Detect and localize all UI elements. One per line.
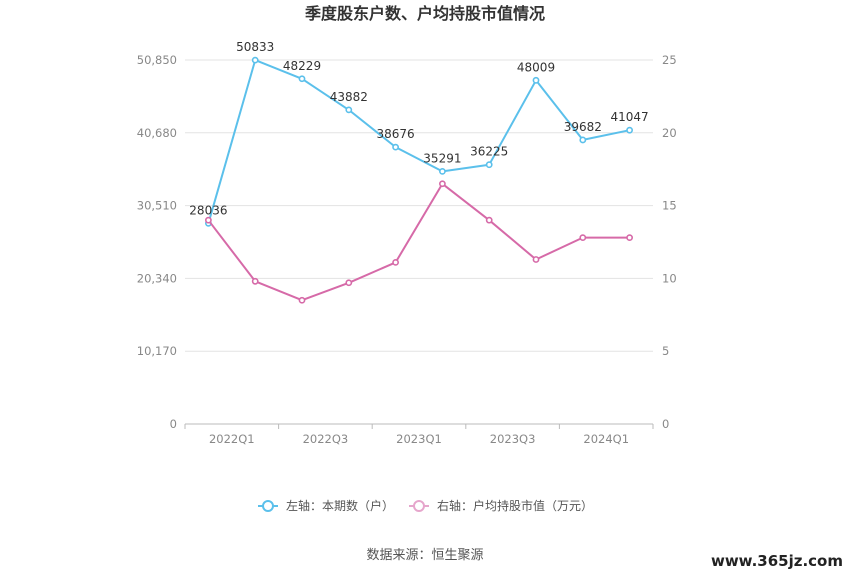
- data-point: [251, 56, 259, 64]
- data-point: [392, 143, 399, 151]
- left-tick-label: 0: [170, 417, 177, 431]
- watermark: www.365jz.com: [711, 552, 843, 570]
- x-axis: 2022Q1 2022Q3 2023Q1 2023Q3 2024Q1: [184, 423, 654, 446]
- source-note: 数据来源：恒生聚源: [366, 548, 483, 563]
- data-label: 48009: [517, 60, 555, 74]
- legend-label: 右轴：户均持股市值（万元）: [437, 498, 593, 513]
- series-line-1: [207, 182, 630, 302]
- left-tick-label: 20,340: [137, 271, 177, 285]
- x-tick-label: 2023Q1: [396, 432, 442, 446]
- x-tick-label: 2024Q1: [583, 432, 629, 446]
- legend-marker: [262, 500, 274, 512]
- data-point: [298, 296, 306, 304]
- legend-label: 左轴：本期数（户）: [286, 498, 394, 513]
- right-axis: 0 5 10 15 20 25: [662, 53, 677, 431]
- data-point: [345, 279, 353, 287]
- left-tick-label: 10,170: [137, 344, 177, 358]
- data-point: [579, 234, 587, 242]
- data-point: [532, 76, 540, 84]
- data-point: [626, 234, 633, 242]
- data-point: [392, 258, 399, 266]
- data-label: 43882: [330, 90, 368, 104]
- data-point: [485, 216, 493, 224]
- data-point: [485, 161, 493, 169]
- left-tick-label: 50,850: [137, 53, 177, 67]
- data-label: 50833: [236, 40, 274, 54]
- data-label: 28036: [189, 203, 227, 217]
- x-tick-label: 2023Q3: [490, 432, 536, 446]
- data-label: 38676: [377, 127, 415, 141]
- data-point: [438, 167, 446, 175]
- grid: [185, 59, 653, 352]
- x-tick-label: 2022Q3: [303, 432, 349, 446]
- data-point: [626, 126, 633, 134]
- data-point: [345, 106, 353, 114]
- legend[interactable]: 左轴：本期数（户） 右轴：户均持股市值（万元）: [258, 498, 593, 513]
- data-point: [438, 180, 446, 188]
- left-tick-label: 40,680: [137, 126, 177, 140]
- data-point: [298, 75, 306, 83]
- right-tick-label: 5: [662, 344, 669, 358]
- data-point: [532, 256, 540, 263]
- right-tick-label: 20: [662, 126, 677, 140]
- data-point: [251, 277, 259, 285]
- right-tick-label: 15: [662, 199, 677, 213]
- data-label: 39682: [564, 120, 602, 134]
- x-tick-label: 2022Q1: [209, 432, 255, 446]
- legend-marker: [413, 500, 425, 512]
- plot-area: 28036 50833 48229 43882 38676 35291 36225 48009…: [189, 40, 649, 304]
- data-point: [579, 136, 587, 144]
- data-label: 36225: [470, 145, 508, 159]
- data-label: 35291: [423, 151, 461, 165]
- right-tick-label: 10: [662, 271, 677, 285]
- data-point: [204, 216, 212, 224]
- left-axis: 0 10,170 20,340 30,510 40,680 50,850: [137, 53, 177, 431]
- series-line-0: [207, 59, 630, 224]
- left-tick-label: 30,510: [137, 199, 177, 213]
- data-label: 48229: [283, 59, 321, 73]
- right-tick-label: 25: [662, 53, 677, 67]
- right-tick-label: 0: [662, 417, 669, 431]
- chart-title: 季度股东户数、户均持股市值情况: [304, 4, 545, 23]
- data-label: 41047: [611, 110, 649, 124]
